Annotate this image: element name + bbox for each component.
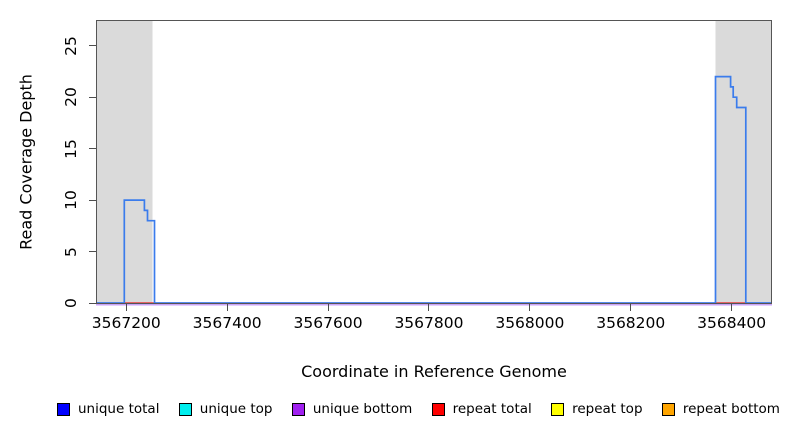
legend-label: repeat total (452, 401, 532, 417)
x-tick-label: 3567600 (293, 314, 363, 332)
x-tick-label: 3567400 (192, 314, 262, 332)
legend-label: repeat top (572, 401, 643, 417)
y-tick-mark (89, 148, 96, 150)
y-tick-label: 5 (62, 246, 80, 257)
plot-area (96, 20, 772, 306)
x-tick-mark (630, 304, 632, 311)
x-tick-label: 3567800 (394, 314, 464, 332)
y-tick-label: 0 (62, 298, 80, 308)
series-unique-total-coverage (96, 75, 772, 304)
legend-item: repeat total (431, 401, 532, 417)
y-axis-label: Read Coverage Depth (16, 74, 36, 250)
legend-swatch (551, 402, 565, 416)
x-tick-label: 3567200 (91, 314, 161, 332)
x-axis-label: Coordinate in Reference Genome (301, 362, 567, 381)
x-tick-label: 3568000 (495, 314, 565, 332)
legend: unique total unique top unique bottom repea… (57, 400, 780, 418)
legend-item: unique total (57, 401, 159, 417)
legend-label: repeat bottom (682, 401, 780, 417)
x-tick-mark (428, 304, 430, 311)
y-tick-mark (89, 251, 96, 253)
shaded-repeat-region (715, 21, 772, 303)
y-tick-mark (89, 199, 96, 201)
x-tick-label: 3568400 (697, 314, 767, 332)
legend-item: repeat bottom (661, 401, 780, 417)
y-tick-label: 10 (62, 190, 80, 210)
legend-swatch (291, 402, 305, 416)
x-tick-mark (731, 304, 733, 311)
x-tick-mark (529, 304, 531, 311)
x-tick-mark (226, 304, 228, 311)
y-tick-mark (89, 302, 96, 304)
legend-label: unique total (78, 401, 160, 417)
legend-swatch (178, 402, 192, 416)
x-tick-mark (327, 304, 329, 311)
x-tick-label: 3568200 (596, 314, 666, 332)
legend-swatch (431, 402, 445, 416)
legend-label: unique top (199, 401, 273, 417)
legend-item: repeat top (551, 401, 643, 417)
legend-swatch (661, 402, 675, 416)
y-tick-label: 15 (62, 138, 80, 159)
legend-label: unique bottom (312, 401, 413, 417)
y-tick-mark (89, 96, 96, 98)
legend-swatch (57, 402, 70, 416)
y-tick-label: 25 (62, 35, 80, 56)
legend-item: unique top (178, 401, 273, 417)
y-tick-label: 20 (62, 87, 80, 108)
legend-item: unique bottom (291, 401, 413, 417)
y-tick-mark (89, 45, 96, 47)
plot-border (96, 20, 772, 304)
x-tick-mark (125, 304, 127, 311)
